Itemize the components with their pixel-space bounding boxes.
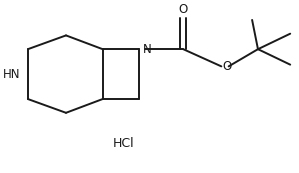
Text: O: O bbox=[179, 3, 188, 16]
Text: N: N bbox=[143, 43, 152, 56]
Text: HN: HN bbox=[3, 68, 21, 81]
Text: HCl: HCl bbox=[112, 137, 134, 150]
Text: O: O bbox=[223, 60, 232, 73]
